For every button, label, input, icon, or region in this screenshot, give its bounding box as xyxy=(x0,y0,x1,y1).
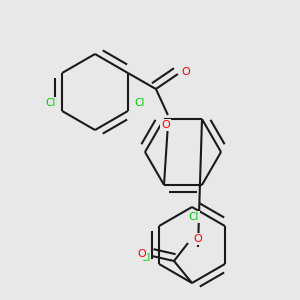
Text: Cl: Cl xyxy=(135,98,145,108)
Text: O: O xyxy=(194,234,202,244)
Text: Cl: Cl xyxy=(140,253,150,263)
Text: Cl: Cl xyxy=(45,98,55,108)
Text: Cl: Cl xyxy=(189,212,199,222)
Text: O: O xyxy=(182,67,190,77)
Text: O: O xyxy=(161,120,170,130)
Text: O: O xyxy=(138,249,146,259)
